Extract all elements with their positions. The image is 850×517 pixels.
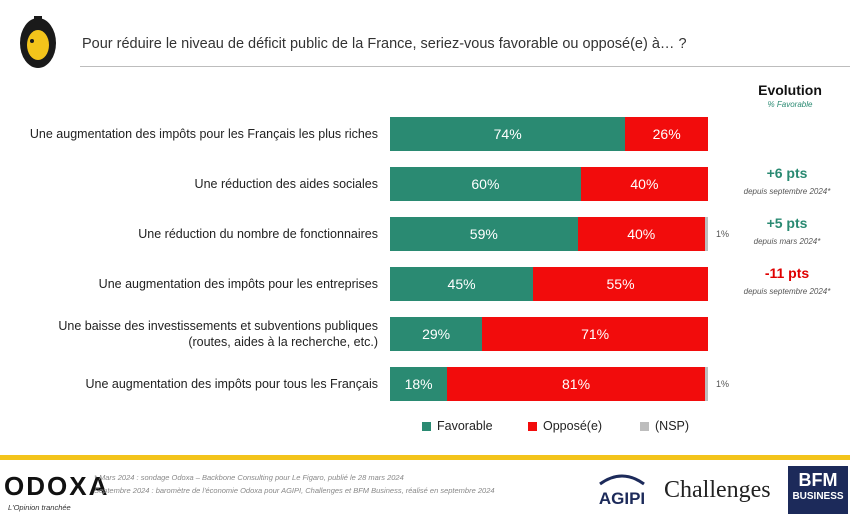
legend-swatch-favorable — [422, 421, 431, 431]
data-label: 26% — [652, 126, 681, 142]
evolution-value: +6 pts — [766, 165, 808, 181]
source-note-2: Septembre 2024 : baromètre de l'économie… — [94, 486, 495, 495]
bar-segment-fav: 45% — [390, 267, 534, 301]
data-label: 59% — [469, 226, 498, 242]
category-label-line: Une augmentation des impôts pour les ent… — [98, 277, 378, 291]
bar-segment-fav: 60% — [390, 167, 581, 201]
agipi-logo: AGIPI — [599, 474, 645, 508]
evolution-value: -11 pts — [764, 265, 810, 281]
bar-segment-opp: 26% — [625, 117, 708, 151]
bar-segment-fav: 74% — [390, 117, 626, 151]
category-label: Une réduction du nombre de fonctionnaire… — [18, 226, 378, 242]
legend-item-favorable: Favorable — [422, 419, 493, 433]
bar-segment-fav: 18% — [390, 367, 448, 401]
legend-item-nsp: (NSP) — [640, 419, 689, 433]
data-label: 40% — [627, 226, 656, 242]
nsp-data-label: 1% — [716, 229, 730, 239]
legend-label-nsp: (NSP) — [655, 419, 690, 433]
stacked-bar: 29% 71% — [390, 317, 708, 351]
bar-segment-opp: 55% — [533, 267, 708, 301]
odoxa-logo: ODOXA — [4, 471, 110, 501]
evolution-value: +5 pts — [766, 215, 808, 231]
bar-segment-nsp — [704, 367, 708, 401]
stacked-bar: 59% 40% — [390, 217, 708, 251]
footer-divider — [0, 455, 850, 460]
stacked-bar: 45% 55% — [390, 267, 708, 301]
category-label-line: (routes, aides à la recherche, etc.) — [188, 335, 378, 349]
legend-label-favorable: Favorable — [437, 419, 493, 433]
data-label: 29% — [422, 326, 451, 342]
stacked-bar: 18% 81% — [390, 367, 708, 401]
data-label: 60% — [471, 176, 500, 192]
data-label: 40% — [630, 176, 659, 192]
survey-question: Pour réduire le niveau de déficit public… — [82, 36, 687, 52]
category-label: Une augmentation des impôts pour tous le… — [18, 376, 378, 392]
odoxa-badge-icon — [20, 16, 56, 68]
agipi-logo-text: AGIPI — [599, 489, 645, 508]
challenges-logo: Challenges — [664, 477, 771, 503]
stacked-bar: 60% 40% — [390, 167, 708, 201]
bar-segment-fav: 29% — [390, 317, 483, 351]
category-label-line: Une baisse des investissements et subven… — [58, 319, 378, 333]
category-label-line: Une augmentation des impôts pour tous le… — [85, 377, 378, 391]
category-label-line: Une réduction du nombre de fonctionnaire… — [138, 227, 378, 241]
title-divider — [80, 66, 850, 67]
category-label: Une augmentation des impôts pour les ent… — [18, 276, 378, 292]
bar-segment-nsp — [704, 217, 708, 251]
category-label-line: Une augmentation des impôts pour les Fra… — [29, 127, 378, 141]
evolution-note: depuis septembre 2024* — [743, 187, 831, 196]
data-label: 45% — [447, 276, 476, 292]
data-label: 18% — [404, 376, 433, 392]
data-label: 81% — [562, 376, 591, 392]
evolution-note: depuis septembre 2024* — [743, 287, 831, 296]
bar-segment-opp: 71% — [482, 317, 708, 351]
bar-segment-fav: 59% — [390, 217, 578, 251]
category-label: Une baisse des investissements et subven… — [18, 318, 378, 350]
category-label: Une augmentation des impôts pour les Fra… — [18, 126, 378, 142]
legend-swatch-nsp — [640, 421, 649, 431]
bfm-business-logo: BFM BUSINESS — [788, 466, 848, 514]
legend-label-oppose: Opposé(e) — [543, 419, 603, 433]
evolution-note: depuis mars 2024* — [753, 237, 821, 246]
evolution-subtitle: % Favorable — [767, 100, 813, 109]
stacked-bar: 74% 26% — [390, 117, 708, 151]
legend-item-oppose: Opposé(e) — [528, 419, 602, 433]
bar-segment-opp: 40% — [580, 167, 708, 201]
chart-legend: Favorable Opposé(e) (NSP) — [0, 419, 850, 435]
bar-segment-opp: 81% — [447, 367, 705, 401]
odoxa-tagline: L'Opinion tranchée — [8, 503, 71, 512]
nsp-data-label: 1% — [716, 379, 730, 389]
bfm-logo-line1: BFM — [798, 470, 838, 490]
bfm-logo-line2: BUSINESS — [792, 491, 844, 502]
data-label: 71% — [581, 326, 610, 342]
source-note-1: * Mars 2024 : sondage Odoxa – Backbone C… — [94, 473, 404, 482]
bar-segment-opp: 40% — [577, 217, 705, 251]
category-label: Une réduction des aides sociales — [18, 176, 378, 192]
data-label: 55% — [606, 276, 635, 292]
legend-swatch-oppose — [528, 421, 537, 431]
data-label: 74% — [493, 126, 522, 142]
evolution-title: Evolution — [758, 82, 822, 98]
category-label-line: Une réduction des aides sociales — [194, 177, 378, 191]
